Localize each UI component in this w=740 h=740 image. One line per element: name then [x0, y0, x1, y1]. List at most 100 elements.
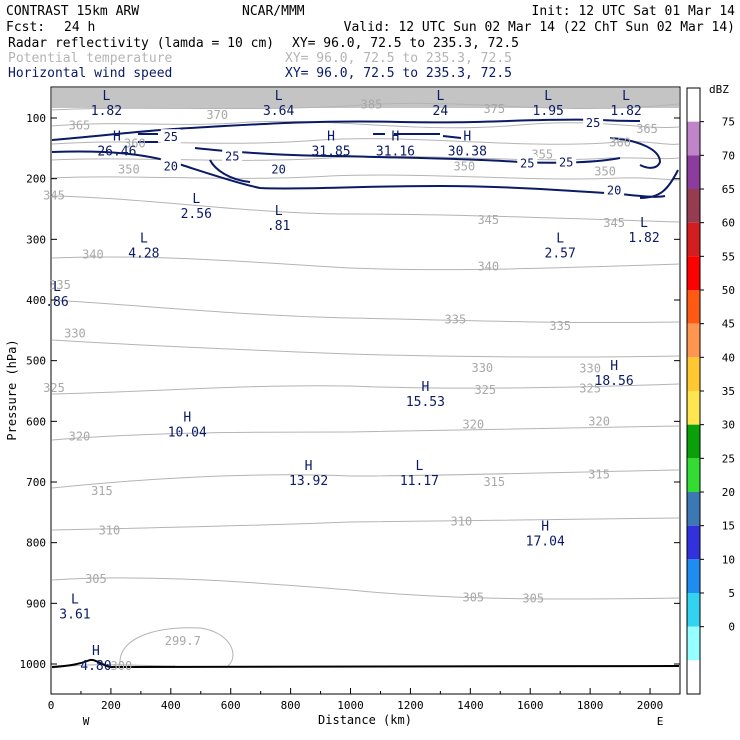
theta-label: 300 — [111, 659, 133, 673]
extremum-kind: L — [102, 89, 110, 104]
colorbar-label: 60 — [722, 217, 735, 230]
theta-label: 340 — [477, 260, 499, 274]
theta-label: 320 — [588, 414, 610, 428]
extremum-value: 1.82 — [91, 104, 122, 119]
field-xy-wind: XY= 96.0, 72.5 to 235.3, 72.5 — [285, 66, 512, 81]
theta-label: 335 — [49, 278, 71, 292]
wind-label-bg — [583, 115, 604, 130]
source-label: NCAR/MMM — [242, 4, 305, 19]
colorbar-label: 35 — [722, 385, 735, 398]
theta-label: 330 — [471, 361, 493, 375]
extremum-kind: H — [183, 410, 191, 425]
stratosphere-isentropes — [51, 88, 680, 181]
extremum-kind: L — [436, 89, 444, 104]
y-tick-label: 600 — [26, 415, 46, 428]
theta-label: 385 — [361, 98, 383, 112]
valid-time: Valid: 12 UTC Sun 02 Mar 14 (22 ChT Sun … — [344, 20, 735, 35]
colorbar-label: 75 — [722, 116, 735, 129]
y-axis: 100 200 300 400 500 600 700 800 900 1000 — [20, 112, 680, 671]
theta-label: 310 — [99, 524, 121, 538]
colorbar-swatch — [687, 626, 700, 661]
extremum-value: 24 — [433, 104, 449, 119]
extremum-value: 15.53 — [406, 395, 445, 410]
x-tick-label: 600 — [221, 699, 241, 712]
extremum-value: 4.28 — [128, 246, 159, 261]
extremum-value: 13.92 — [289, 474, 328, 489]
colorbar-swatch — [687, 189, 700, 223]
theta-label: 325 — [579, 382, 601, 396]
y-tick-label: 900 — [26, 597, 46, 610]
theta-label: 360 — [609, 135, 631, 149]
extremum-kind: L — [544, 89, 552, 104]
extremum-value: 2.57 — [545, 246, 576, 261]
x-tick-label: 1600 — [517, 699, 544, 712]
y-tick-label: 400 — [26, 294, 46, 307]
isentrope-370 — [51, 102, 680, 111]
extremum-value: 1.82 — [628, 231, 659, 246]
theta-label: 299.7 — [165, 634, 201, 648]
theta-label: 305 — [522, 591, 544, 605]
field-xy-reflectivity: XY= 96.0, 72.5 to 235.3, 72.5 — [292, 36, 519, 51]
extremum-value: 2.56 — [181, 207, 212, 222]
extremum-value: 31.85 — [311, 144, 350, 159]
isotach-25-east — [609, 137, 662, 169]
x-end-label-east: E — [657, 715, 664, 728]
extremum-value: 1.95 — [533, 104, 564, 119]
isentrope-299 — [119, 627, 234, 667]
extremum-kind: L — [275, 89, 283, 104]
colorbar-label: 15 — [722, 520, 735, 533]
field-name-theta: Potential temperature — [8, 51, 173, 66]
dense-isentrope-band — [52, 88, 679, 108]
colorbar-label: 10 — [722, 553, 735, 566]
isentrope-315 — [51, 469, 680, 489]
field-xy-theta: XY= 96.0, 72.5 to 235.3, 72.5 — [285, 51, 512, 66]
extremum-kind: L — [53, 280, 61, 295]
colorbar-label: 45 — [722, 318, 735, 331]
extremum-kind: L — [140, 231, 148, 246]
extremum-value: 3.61 — [59, 607, 90, 622]
wind-label-bg — [268, 161, 289, 176]
isentrope-350 — [51, 174, 680, 181]
theta-label: 360 — [124, 136, 146, 150]
x-tick-label: 1200 — [397, 699, 424, 712]
colorbar-swatch — [687, 525, 700, 560]
wind-label-bg — [222, 148, 243, 163]
x-tick-label: 1400 — [457, 699, 484, 712]
colorbar-label: 20 — [722, 486, 735, 499]
colorbar-swatch — [687, 357, 700, 391]
colorbar-swatch — [687, 424, 700, 459]
colorbar-swatch — [687, 391, 700, 425]
colorbar-swatch — [687, 559, 700, 593]
wind-label-bg — [556, 154, 577, 169]
isentrope-340 — [51, 256, 680, 271]
theta-label: 320 — [69, 430, 91, 444]
colorbar-label: 0 — [728, 621, 735, 634]
wind-label: 20 — [164, 159, 178, 173]
extrema-layer: L1.82L3.64L24L1.95L1.82H26.46H31.85H31.1… — [45, 89, 659, 674]
x-tick-label: 0 — [48, 699, 55, 712]
extremum-kind: H — [463, 129, 471, 144]
wind-label: 20 — [607, 184, 621, 198]
extremum-value: .86 — [45, 295, 68, 310]
theta-label: 310 — [451, 514, 473, 528]
extremum-value: 4.80 — [80, 659, 111, 674]
extremum-kind: H — [392, 129, 400, 144]
extremum-value: 1.82 — [610, 104, 641, 119]
wind-label-bg — [517, 155, 538, 170]
isentrope-305 — [51, 577, 680, 600]
x-tick-label: 200 — [101, 699, 121, 712]
y-tick-label: 200 — [26, 173, 46, 186]
theta-label: 335 — [549, 319, 571, 333]
extremum-kind: H — [327, 129, 335, 144]
extremum-kind: L — [275, 204, 283, 219]
y-tick-label: 500 — [26, 355, 46, 368]
colorbar-label: 50 — [722, 284, 735, 297]
extremum-kind: L — [416, 459, 424, 474]
colorbar-swatch — [687, 290, 700, 324]
colorbar-label: 5 — [728, 587, 735, 600]
forecast-label: Fcst: — [6, 20, 45, 35]
extremum-kind: L — [556, 231, 564, 246]
model-title: CONTRAST 15km ARW — [6, 4, 139, 19]
theta-label: 345 — [43, 189, 65, 203]
extremum-value: 18.56 — [595, 374, 634, 389]
